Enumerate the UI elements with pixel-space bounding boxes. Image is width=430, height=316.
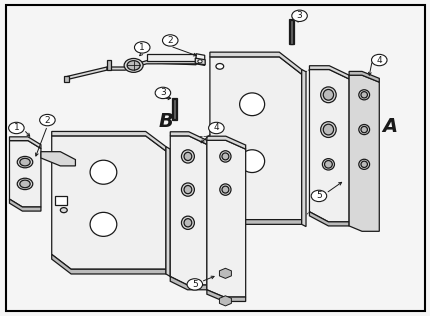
Polygon shape	[206, 140, 245, 297]
Circle shape	[187, 279, 202, 290]
Ellipse shape	[239, 93, 264, 116]
Text: 5: 5	[191, 280, 197, 289]
Ellipse shape	[181, 183, 194, 196]
Ellipse shape	[360, 161, 366, 167]
Circle shape	[20, 158, 30, 166]
Text: 1: 1	[139, 43, 145, 52]
Polygon shape	[170, 136, 206, 285]
Circle shape	[124, 58, 143, 72]
Ellipse shape	[322, 89, 333, 100]
Ellipse shape	[90, 160, 117, 184]
Circle shape	[371, 54, 386, 66]
Text: 1: 1	[13, 124, 19, 132]
Bar	[288, 19, 293, 44]
Text: 2: 2	[44, 116, 50, 125]
Polygon shape	[196, 61, 204, 65]
Circle shape	[9, 122, 24, 134]
Circle shape	[134, 42, 150, 53]
Polygon shape	[64, 76, 69, 82]
Circle shape	[162, 35, 178, 46]
Ellipse shape	[320, 122, 335, 137]
Ellipse shape	[358, 90, 369, 100]
Ellipse shape	[324, 161, 332, 168]
Polygon shape	[52, 136, 166, 269]
Polygon shape	[9, 141, 41, 207]
Polygon shape	[209, 52, 301, 74]
Polygon shape	[206, 136, 245, 149]
Polygon shape	[107, 60, 111, 70]
Circle shape	[127, 61, 140, 70]
Polygon shape	[309, 212, 348, 226]
Polygon shape	[52, 254, 166, 274]
Ellipse shape	[221, 153, 228, 160]
Text: 2: 2	[167, 36, 173, 45]
Ellipse shape	[90, 212, 117, 236]
Circle shape	[60, 208, 67, 213]
Text: 3: 3	[160, 88, 166, 97]
Ellipse shape	[219, 184, 230, 195]
Ellipse shape	[320, 87, 335, 103]
Ellipse shape	[215, 64, 223, 69]
Text: 3: 3	[296, 11, 302, 20]
Polygon shape	[348, 71, 378, 82]
Polygon shape	[146, 54, 196, 61]
Ellipse shape	[360, 126, 366, 133]
Polygon shape	[309, 70, 348, 222]
Polygon shape	[196, 54, 204, 62]
Polygon shape	[170, 276, 206, 290]
Text: 4: 4	[213, 124, 219, 132]
Polygon shape	[195, 58, 205, 65]
Polygon shape	[67, 67, 107, 80]
Polygon shape	[107, 61, 196, 70]
Bar	[289, 20, 292, 44]
Polygon shape	[348, 75, 378, 231]
Text: 4: 4	[375, 56, 381, 64]
Ellipse shape	[222, 193, 228, 199]
Polygon shape	[157, 60, 196, 65]
Ellipse shape	[197, 60, 202, 63]
Polygon shape	[9, 137, 41, 149]
Polygon shape	[209, 202, 301, 224]
Ellipse shape	[322, 124, 333, 135]
Text: 5: 5	[315, 191, 321, 200]
Polygon shape	[206, 290, 245, 301]
Circle shape	[155, 87, 170, 99]
Ellipse shape	[181, 150, 194, 163]
Bar	[55, 196, 67, 205]
Polygon shape	[52, 131, 166, 151]
Bar	[172, 98, 176, 120]
Polygon shape	[9, 199, 41, 211]
Polygon shape	[166, 147, 170, 276]
Circle shape	[208, 122, 224, 134]
Text: A: A	[381, 117, 397, 136]
Bar	[173, 99, 175, 119]
Polygon shape	[309, 66, 348, 79]
Polygon shape	[209, 57, 301, 220]
Circle shape	[20, 180, 30, 188]
Ellipse shape	[181, 216, 194, 229]
Circle shape	[17, 178, 33, 190]
Ellipse shape	[221, 186, 228, 193]
Ellipse shape	[184, 152, 191, 161]
Ellipse shape	[358, 159, 369, 169]
Ellipse shape	[219, 151, 230, 162]
Text: B: B	[158, 112, 173, 131]
Circle shape	[17, 156, 33, 168]
Ellipse shape	[184, 219, 191, 227]
Circle shape	[310, 190, 326, 202]
Ellipse shape	[322, 159, 334, 170]
Ellipse shape	[358, 125, 369, 135]
Circle shape	[40, 114, 55, 126]
Polygon shape	[170, 132, 206, 144]
Polygon shape	[301, 70, 305, 227]
Ellipse shape	[360, 92, 366, 98]
Circle shape	[291, 10, 307, 21]
Ellipse shape	[184, 185, 191, 194]
Ellipse shape	[239, 150, 264, 173]
Polygon shape	[41, 152, 75, 166]
